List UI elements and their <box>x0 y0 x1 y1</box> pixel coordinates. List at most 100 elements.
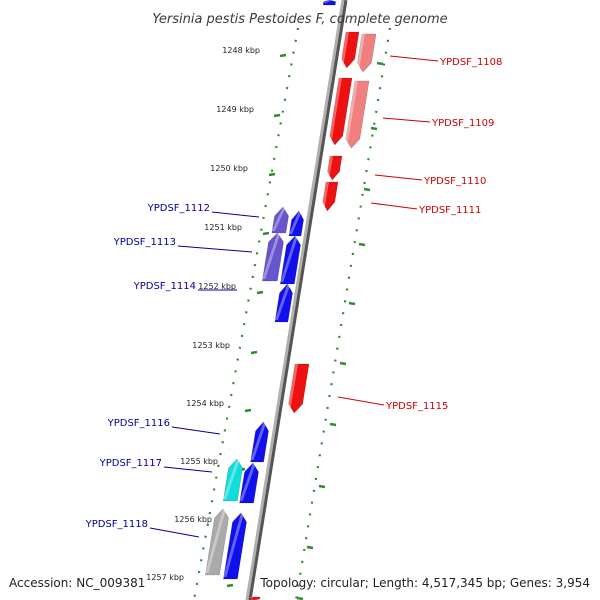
kbp-tick-label: 1250 kbp <box>210 164 248 173</box>
inner-dotted-ring <box>192 27 300 600</box>
gene-feature[interactable] <box>328 77 353 146</box>
gene-arrow-highlight <box>271 207 286 231</box>
gene-feature-faded[interactable] <box>271 206 289 234</box>
gene-arrow-highlight <box>250 422 267 460</box>
gene-label-leader <box>370 202 418 210</box>
gene-feature[interactable] <box>274 283 293 323</box>
gene-feature[interactable] <box>321 181 339 212</box>
gene-arrow[interactable] <box>261 232 284 282</box>
gene-feature[interactable] <box>205 508 229 576</box>
gene-arrow-highlight <box>239 463 256 501</box>
gene-arrow[interactable] <box>279 235 301 285</box>
kbp-tick-mark-outer <box>376 61 384 66</box>
gene-arrow[interactable] <box>322 181 339 212</box>
kbp-tick-mark-inner <box>262 231 270 236</box>
kbp-tick-mark-inner <box>226 583 234 588</box>
gene-arrow[interactable] <box>239 462 259 504</box>
gene-arrow[interactable] <box>322 0 337 6</box>
gene-arrow[interactable] <box>327 155 343 181</box>
gene-label-reverse[interactable]: YPDSF_1112 <box>147 203 210 214</box>
gene-label-forward[interactable]: YPDSF_1109 <box>431 118 494 129</box>
gene-feature[interactable] <box>340 31 360 69</box>
kbp-tick-mark-outer <box>370 126 378 131</box>
gene-label-reverse[interactable]: YPDSF_1117 <box>99 458 162 469</box>
gene-feature-faded[interactable] <box>261 232 284 282</box>
kbp-tick-label: 1257 kbp <box>146 573 184 582</box>
gene-feature[interactable] <box>239 462 259 504</box>
gene-arrow-highlight <box>274 284 291 320</box>
gene-label-reverse[interactable]: YPDSF_1114 <box>133 281 196 292</box>
kbp-tick-mark-outer <box>318 484 326 489</box>
kbp-tick-mark-outer <box>306 545 314 550</box>
gene-feature[interactable] <box>279 235 301 285</box>
gene-arrow-highlight <box>287 364 298 411</box>
kbp-tick-mark-inner <box>279 53 287 58</box>
gene-label-leader <box>389 55 439 62</box>
gene-feature[interactable] <box>287 363 310 414</box>
gene-arrow[interactable] <box>205 508 229 576</box>
gene-label-forward[interactable]: YPDSF_1110 <box>423 176 486 187</box>
gene-features <box>205 0 377 600</box>
gene-arrow[interactable] <box>223 512 247 580</box>
gene-label-reverse[interactable]: YPDSF_1116 <box>107 418 170 429</box>
kbp-tick-label: 1253 kbp <box>192 341 230 350</box>
kbp-tick-mark-outer <box>348 301 356 306</box>
kbp-tick-mark-inner <box>256 290 264 295</box>
kbp-tick-label: 1254 kbp <box>186 399 224 408</box>
gene-arrow-highlight <box>262 233 281 279</box>
backbone <box>245 0 345 600</box>
gene-feature[interactable] <box>223 512 247 580</box>
kbp-tick-label: 1252 kbp <box>198 282 236 291</box>
kbp-tick-label: 1249 kbp <box>216 105 254 114</box>
gene-arrow[interactable] <box>274 283 293 323</box>
gene-label-forward[interactable]: YPDSF_1111 <box>418 205 481 216</box>
topology-text: Topology: circular; Length: 4,517,345 bp… <box>259 576 590 590</box>
gene-arrow[interactable] <box>288 363 310 414</box>
gene-arrow-highlight <box>249 597 253 598</box>
gene-feature-faded[interactable] <box>355 33 377 73</box>
gene-arrow[interactable] <box>271 206 289 234</box>
gene-arrow-highlight <box>328 78 342 143</box>
gene-arrow-highlight <box>340 32 349 66</box>
gene-feature[interactable] <box>250 421 269 463</box>
gene-feature[interactable] <box>222 458 243 502</box>
gene-feature[interactable] <box>326 155 343 181</box>
gene-label-reverse[interactable]: YPDSF_1113 <box>113 237 176 248</box>
gene-arrow[interactable] <box>345 80 370 149</box>
kbp-tick-label: 1256 kbp <box>174 515 212 524</box>
gene-feature[interactable] <box>322 0 337 6</box>
gene-feature-faded[interactable] <box>344 80 370 149</box>
gene-arrow-highlight <box>326 156 333 178</box>
gene-arrow-highlight <box>321 182 329 209</box>
gene-label-reverse[interactable]: YPDSF_1118 <box>85 519 148 530</box>
gene-arrow-highlight <box>323 0 333 3</box>
gene-arrow[interactable] <box>329 77 353 146</box>
gene-arrow-highlight <box>289 211 302 234</box>
backbone-shadow <box>246 0 348 600</box>
outer-dotted-ring <box>294 27 392 600</box>
gene-feature[interactable] <box>249 596 261 600</box>
kbp-tick-mark-outer <box>296 596 304 600</box>
gene-label-leader <box>163 466 213 473</box>
kbp-tick-mark-inner <box>268 172 276 177</box>
kbp-tick-mark-outer <box>329 422 337 427</box>
kbp-ticks: 1248 kbp 1249 kbp 1250 kbp 1251 kbp 1252 kbp… <box>146 46 384 600</box>
gene-label-forward[interactable]: YPDSF_1115 <box>385 401 448 412</box>
gene-label-leader <box>211 211 260 218</box>
gene-arrow[interactable] <box>222 458 243 502</box>
gene-label-leader <box>177 245 253 253</box>
gene-label-leader <box>171 426 221 435</box>
gene-arrow[interactable] <box>249 596 261 600</box>
gene-arrow[interactable] <box>250 421 269 463</box>
gene-arrow-highlight <box>223 513 244 577</box>
gene-arrow[interactable] <box>357 33 377 73</box>
gene-label-forward[interactable]: YPDSF_1108 <box>439 57 502 68</box>
kbp-tick-mark-inner <box>250 350 258 355</box>
gene-label-leader <box>149 527 200 538</box>
gene-label-leader <box>337 396 385 406</box>
gene-feature[interactable] <box>288 210 304 237</box>
gene-arrow-highlight <box>205 509 226 573</box>
gene-arrow[interactable] <box>341 31 360 69</box>
